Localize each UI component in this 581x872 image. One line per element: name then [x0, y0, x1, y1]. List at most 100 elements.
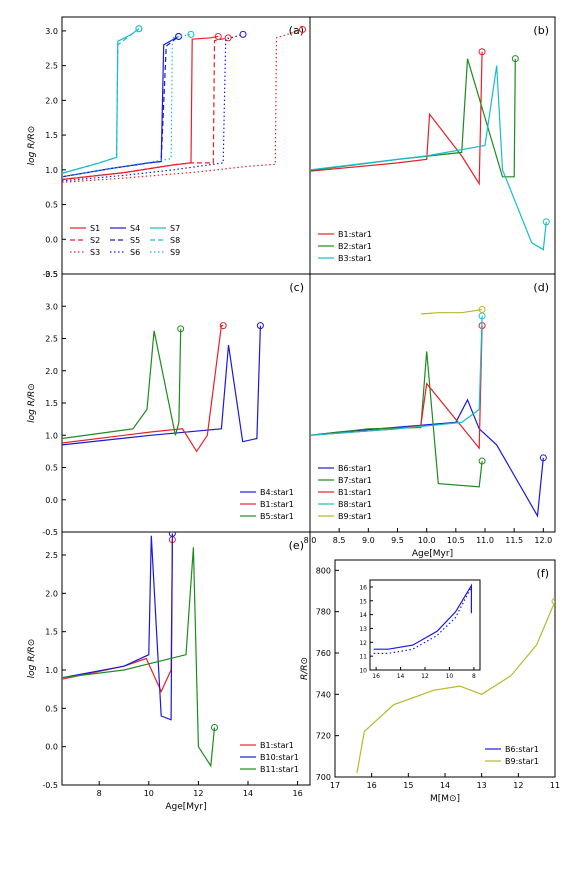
- data-point: [299, 26, 307, 34]
- legend-label: S2: [90, 236, 100, 245]
- plot-frame: [309, 273, 556, 533]
- x-tick-label: 10.0: [418, 536, 436, 545]
- inset: 10 11 12 13 14 15 16 16 14 12 10 8: [359, 579, 481, 680]
- y-axis-label: R/R⊙: [300, 657, 310, 680]
- data-point: [224, 34, 232, 42]
- data-point: [551, 597, 555, 605]
- panel-b: (b) B1:star1 B2:star1 B3:star1: [309, 16, 556, 275]
- y-tick-label: 700: [316, 773, 331, 782]
- legend-label: S6: [130, 248, 140, 257]
- inset-x-tick-label: 10: [446, 673, 454, 680]
- series-line: [62, 33, 244, 182]
- legend-label: B8:star1: [338, 500, 372, 509]
- inset-y-tick-label: 14: [359, 612, 367, 619]
- y-tick-label: 2.0: [45, 367, 58, 376]
- y-tick-label: 1.5: [45, 399, 58, 408]
- series-line: [62, 547, 216, 768]
- x-tick-label: 11.5: [505, 536, 523, 545]
- y-tick-label: 3.0: [45, 27, 58, 36]
- series-group: [310, 305, 547, 518]
- inset-y-tick-label: 12: [359, 640, 367, 647]
- y-tick-label: 2.0: [45, 589, 58, 598]
- series-line: [310, 58, 516, 178]
- series-line: [62, 325, 261, 446]
- data-point: [239, 30, 247, 38]
- inset-y-tick-label: 10: [359, 668, 367, 675]
- x-axis-label: Age[Myr]: [165, 802, 206, 812]
- legend-label: B11:star1: [260, 765, 299, 774]
- x-tick-label: 14: [243, 789, 253, 798]
- legend-label: B9:star1: [338, 512, 372, 521]
- x-tick-label: 8: [97, 789, 102, 798]
- legend-label: B6:star1: [505, 745, 539, 754]
- legend-label: B10:star1: [260, 753, 299, 762]
- y-tick-label: 0.0: [45, 235, 58, 244]
- y-tick-label: 1.0: [45, 666, 58, 675]
- x-tick-label: 9.5: [391, 536, 404, 545]
- legend-label: B1:star1: [260, 741, 294, 750]
- y-axis-label: log R/R⊙: [27, 383, 37, 423]
- series-group: [62, 25, 307, 183]
- legend-label: S8: [170, 236, 180, 245]
- legend-label: B1:star1: [338, 230, 372, 239]
- data-point: [211, 724, 219, 731]
- y-tick-label: 3.5: [45, 270, 58, 279]
- y-tick-label: 1.5: [45, 628, 58, 637]
- data-point: [478, 48, 486, 56]
- inset-frame: [369, 579, 481, 671]
- data-point: [177, 325, 185, 333]
- legend-label: S9: [170, 248, 180, 257]
- y-tick-label: 0.5: [45, 704, 58, 713]
- y-tick-label: 1.0: [45, 431, 58, 440]
- inset-series-line: [373, 583, 472, 650]
- series-line: [62, 35, 219, 181]
- series-line: [310, 398, 544, 518]
- y-tick-label: 2.5: [45, 551, 58, 560]
- series-group: [62, 532, 219, 768]
- data-point: [214, 32, 222, 40]
- series-group: [356, 597, 555, 774]
- legend-label: B9:star1: [505, 757, 539, 766]
- series-group: [62, 322, 264, 453]
- y-tick-label: 1.0: [45, 166, 58, 175]
- series-line: [62, 533, 173, 721]
- inset-x-tick-label: 16: [372, 673, 380, 680]
- panel-d: 8.0 8.5 9.0 9.5 10.0 10.5 11.0 11.5 12.0(d)Age[M…: [304, 273, 556, 559]
- x-tick-label: 11: [550, 781, 560, 790]
- data-point: [478, 305, 486, 313]
- y-tick-label: -0.5: [42, 270, 58, 279]
- y-axis-label: log R/R⊙: [27, 639, 37, 679]
- series-line: [310, 351, 483, 488]
- panel-e: -0.5 0.0 0.5 1.0 1.5 2.0 2.5 8 10 12 14 16 (e) log R/…: [27, 531, 311, 812]
- series-group: [310, 48, 550, 251]
- x-tick-label: 12: [193, 789, 203, 798]
- y-tick-label: 760: [316, 649, 331, 658]
- x-tick-label: 16: [367, 781, 377, 790]
- inset-x-tick-label: 8: [472, 673, 476, 680]
- legend-label: B2:star1: [338, 242, 372, 251]
- legend-label: B3:star1: [338, 254, 372, 263]
- panel-label: (c): [289, 281, 304, 294]
- series-line: [356, 601, 555, 774]
- data-point: [542, 218, 550, 226]
- x-axis-label: Age[Myr]: [412, 549, 453, 559]
- y-tick-label: 800: [316, 566, 331, 575]
- x-tick-label: 10.5: [447, 536, 465, 545]
- x-tick-label: 8.5: [333, 536, 346, 545]
- panel-f: 700 720 740 760 780 800 17 16 15 14 13 12 11 (f) R/R⊙ M…: [300, 559, 560, 804]
- x-tick-label: 11.0: [476, 536, 494, 545]
- y-tick-label: 2.5: [45, 335, 58, 344]
- x-axis-label: M[M⊙]: [430, 794, 460, 804]
- legend-label: S1: [90, 224, 100, 233]
- legend-label: S4: [130, 224, 140, 233]
- x-tick-label: 15: [403, 781, 413, 790]
- panel-label: (e): [289, 539, 304, 552]
- y-axis-label: log R/R⊙: [27, 126, 37, 166]
- y-tick-label: 720: [316, 732, 331, 741]
- series-line: [62, 28, 140, 174]
- x-tick-label: 10: [144, 789, 154, 798]
- y-tick-label: 0.5: [45, 464, 58, 473]
- series-line: [62, 37, 229, 181]
- panel-a: -0.5 0.0 0.5 1.0 1.5 2.0 2.5 3.0 (a) log R/R⊙ S1 S2…: [27, 16, 311, 279]
